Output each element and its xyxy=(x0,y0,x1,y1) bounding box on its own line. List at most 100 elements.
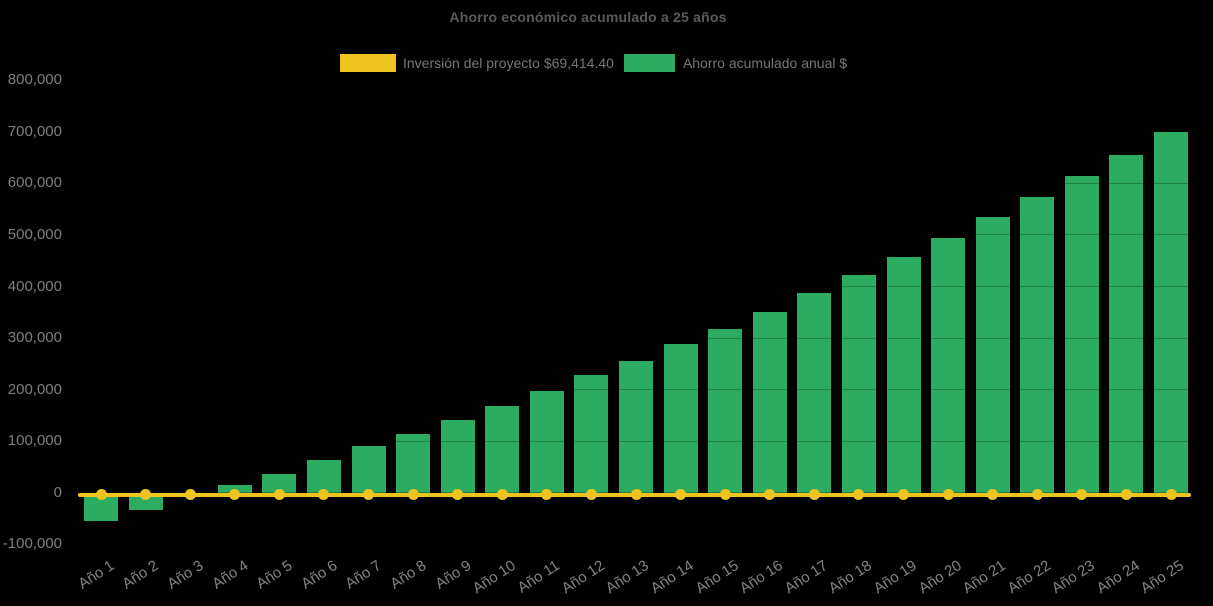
bar-año-17 xyxy=(797,292,832,493)
legend-swatch-savings xyxy=(623,53,675,72)
x-tick-label: Año 22 xyxy=(1004,557,1054,598)
legend-swatch-investment xyxy=(340,53,396,72)
investment-line-marker xyxy=(140,489,152,500)
x-tick-label: Año 3 xyxy=(164,557,207,593)
x-tick-label: Año 9 xyxy=(431,557,474,593)
gridline xyxy=(78,182,1191,184)
x-tick-label: Año 1 xyxy=(75,557,118,593)
y-tick-label: 700,000 xyxy=(7,122,62,140)
bar-año-23 xyxy=(1064,176,1099,493)
gridline xyxy=(78,286,1191,287)
y-tick-label: 800,000 xyxy=(7,71,62,89)
y-tick-label: 600,000 xyxy=(7,174,62,192)
investment-line-marker xyxy=(630,489,642,500)
investment-line-marker xyxy=(229,489,241,500)
investment-line-marker xyxy=(1031,489,1043,500)
bar-año-15 xyxy=(708,328,743,493)
gridline xyxy=(78,440,1191,442)
bar-año-20 xyxy=(931,237,966,493)
investment-line-marker xyxy=(184,489,196,500)
x-tick-label: Año 5 xyxy=(253,557,296,593)
y-tick-label: 500,000 xyxy=(7,225,62,243)
gridline xyxy=(78,337,1191,339)
bar-año-5 xyxy=(262,473,297,493)
investment-line-marker xyxy=(808,489,820,500)
gridline xyxy=(78,79,1191,81)
investment-line-marker xyxy=(363,489,374,500)
investment-line-marker xyxy=(273,489,285,500)
bar-año-19 xyxy=(886,256,921,493)
x-tick-label: Año 25 xyxy=(1138,557,1188,598)
bar-año-7 xyxy=(351,445,386,493)
x-tick-label: Año 15 xyxy=(692,557,742,598)
investment-line-marker xyxy=(987,489,999,500)
bar-año-16 xyxy=(752,311,787,493)
x-tick-label: Año 21 xyxy=(959,557,1009,598)
bar-año-6 xyxy=(306,459,341,493)
bar-año-24 xyxy=(1109,154,1144,493)
x-tick-label: Año 12 xyxy=(558,557,608,598)
x-tick-label: Año 2 xyxy=(119,557,162,593)
investment-line-marker xyxy=(407,489,419,500)
investment-line-marker xyxy=(452,489,464,500)
x-tick-label: Año 14 xyxy=(647,557,697,598)
gridline xyxy=(78,389,1191,391)
investment-line-marker xyxy=(1076,489,1088,500)
x-tick-label: Año 20 xyxy=(915,557,965,598)
gridline xyxy=(78,543,1191,545)
x-tick-label: Año 23 xyxy=(1048,557,1099,598)
x-tick-label: Año 10 xyxy=(469,557,519,598)
gridline xyxy=(78,131,1191,133)
x-tick-label: Año 19 xyxy=(870,557,920,598)
y-tick-label: 200,000 xyxy=(7,380,62,398)
bar-año-21 xyxy=(975,217,1010,493)
investment-line-marker xyxy=(1120,489,1132,500)
y-tick-label: 400,000 xyxy=(7,277,62,295)
bar-año-11 xyxy=(529,391,564,493)
legend: Inversión del proyecto $69,414.40 Ahorro… xyxy=(340,53,847,72)
x-tick-label: Año 17 xyxy=(781,557,831,598)
bar-año-9 xyxy=(440,420,475,493)
chart-title: Ahorro económico acumulado a 25 años xyxy=(449,9,727,25)
bar-año-13 xyxy=(619,361,653,493)
x-tick-label: Año 16 xyxy=(736,557,786,598)
y-tick-label: -100,000 xyxy=(2,535,62,553)
investment-line-marker xyxy=(675,489,687,500)
investment-line-marker xyxy=(496,489,508,500)
legend-label-investment: Inversión del proyecto $69,414.40 xyxy=(403,54,614,71)
investment-line-marker xyxy=(95,489,107,500)
bar-año-10 xyxy=(485,406,520,493)
legend-label-savings: Ahorro acumulado anual $ xyxy=(682,54,848,71)
bar-año-12 xyxy=(574,375,609,493)
investment-line-marker xyxy=(942,489,954,500)
x-tick-label: Año 7 xyxy=(342,557,385,593)
x-tick-label: Año 13 xyxy=(603,557,653,598)
bar-año-8 xyxy=(396,434,431,493)
y-tick-label: 0 xyxy=(53,483,62,501)
investment-line-marker xyxy=(853,489,865,500)
investment-line-marker xyxy=(541,489,553,500)
y-tick-label: 100,000 xyxy=(7,432,62,450)
bar-año-25 xyxy=(1154,132,1188,493)
x-tick-label: Año 4 xyxy=(208,557,251,593)
y-tick-label: 300,000 xyxy=(7,329,62,347)
investment-line-marker xyxy=(1165,489,1177,500)
investment-line-marker xyxy=(764,489,776,500)
investment-line-marker xyxy=(898,489,909,500)
bar-año-14 xyxy=(663,344,698,493)
bar-año-18 xyxy=(841,274,876,493)
bar-año-2 xyxy=(128,492,163,510)
x-tick-label: Año 11 xyxy=(514,557,564,597)
bar-año-4 xyxy=(217,484,252,493)
investment-line-marker xyxy=(585,489,597,500)
x-tick-label: Año 24 xyxy=(1093,557,1143,598)
gridline xyxy=(78,234,1191,236)
x-tick-label: Año 6 xyxy=(298,557,341,593)
x-tick-label: Año 8 xyxy=(387,557,430,593)
